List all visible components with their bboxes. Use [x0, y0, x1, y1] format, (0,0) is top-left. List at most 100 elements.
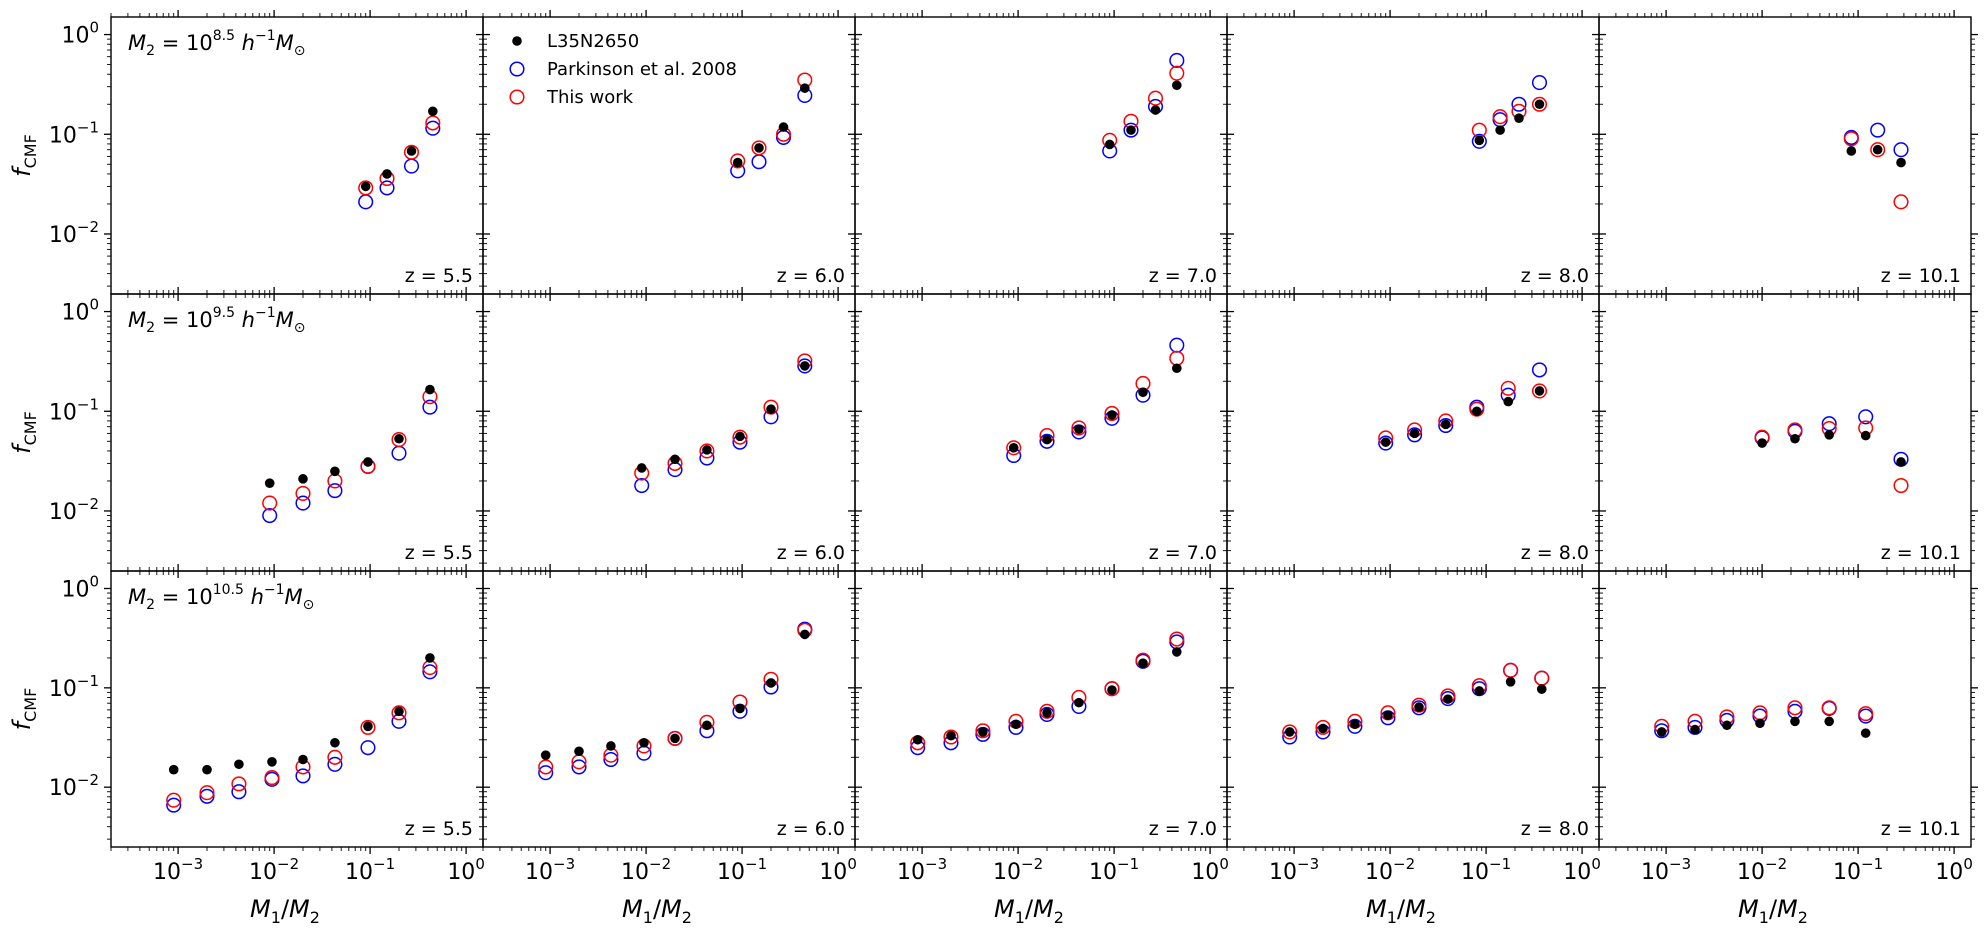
parkinson-point — [1531, 75, 1548, 91]
l35n2650-point — [363, 721, 373, 732]
x-tick-label: 10−3 — [1269, 855, 1319, 885]
l35n2650-point — [912, 734, 923, 745]
thiswork-point — [1411, 697, 1427, 713]
redshift-label: z = 5.5 — [405, 265, 473, 287]
parkinson-point — [295, 768, 311, 784]
legend-label: This work — [546, 87, 634, 108]
parkinson-point — [391, 713, 407, 729]
parkinson-point — [1870, 122, 1886, 138]
l35n2650-point — [1172, 363, 1182, 374]
thiswork-point — [1147, 90, 1164, 106]
x-tick-label: 10−1 — [717, 855, 767, 885]
l35n2650-point — [382, 169, 392, 179]
thiswork-point — [1752, 705, 1768, 721]
l35n2650-point — [330, 737, 340, 748]
x-tick-label: 10−2 — [1365, 855, 1415, 885]
thiswork-point — [1534, 670, 1550, 686]
x-tick-label: 10−2 — [249, 855, 299, 885]
parkinson-point — [751, 154, 767, 170]
redshift-label: z = 8.0 — [1521, 542, 1589, 564]
l35n2650-point — [394, 706, 404, 717]
redshift-label: z = 10.1 — [1881, 818, 1961, 840]
x-tick-label: 10−2 — [621, 855, 671, 885]
l35n2650-point — [298, 474, 308, 484]
l35n2650-point — [1824, 430, 1834, 440]
parkinson-point — [571, 759, 587, 775]
x-tick-label: 10−3 — [525, 855, 575, 885]
l35n2650-point — [168, 764, 179, 775]
l35n2650-point — [1126, 125, 1136, 135]
legend-marker-1 — [509, 61, 525, 77]
l35n2650-point — [735, 431, 745, 442]
panel-r2-c2: z = 6.0 — [476, 287, 862, 578]
parkinson-point — [391, 445, 407, 461]
l35n2650-point — [732, 157, 743, 168]
parkinson-point — [634, 477, 650, 494]
l35n2650-point — [234, 759, 244, 770]
l35n2650-point — [1690, 724, 1700, 735]
panel-frame — [1598, 570, 1972, 848]
thiswork-point — [1500, 380, 1516, 396]
panel-r3-c2: 10−3 10−2 10−1 100 M1/M2 z = 6.0 — [476, 564, 862, 927]
panel-r1-c4: z = 8.0 — [1220, 10, 1606, 301]
redshift-label: z = 8.0 — [1521, 265, 1589, 287]
parkinson-point — [1378, 435, 1394, 451]
l35n2650-point — [1284, 727, 1295, 737]
panel-frame — [1226, 16, 1600, 295]
l35n2650-point — [978, 727, 988, 737]
thiswork-point — [327, 749, 343, 765]
panel-frame — [1598, 293, 1972, 572]
l35n2650-point — [1042, 708, 1052, 718]
l35n2650-point — [946, 730, 956, 741]
l35n2650-point — [1172, 647, 1182, 657]
thiswork-point — [360, 719, 376, 735]
l35n2650-point — [1755, 718, 1765, 729]
legend-marker-2 — [509, 89, 525, 105]
parkinson-point — [231, 784, 247, 800]
l35n2650-point — [1107, 410, 1117, 420]
parkinson-point — [1787, 703, 1803, 719]
l35n2650-point — [670, 733, 680, 744]
parkinson-point — [1123, 122, 1139, 138]
l35n2650-point — [574, 746, 584, 757]
panel-r1-c2: z = 6.0 — [476, 10, 862, 301]
thiswork-point — [975, 723, 991, 739]
l35n2650-point — [406, 146, 417, 156]
parkinson-point — [1169, 337, 1185, 353]
l35n2650-point — [425, 653, 435, 663]
parkinson-point — [327, 756, 343, 772]
y-tick-label: 10−1 — [49, 395, 99, 425]
thiswork-point — [1858, 706, 1874, 722]
parkinson-point — [425, 120, 441, 136]
l35n2650-point — [1495, 125, 1505, 135]
l35n2650-point — [267, 757, 277, 767]
l35n2650-point — [202, 764, 212, 775]
parkinson-point — [1492, 112, 1508, 128]
l35n2650-point — [1896, 457, 1906, 467]
x-tick-label: 10−1 — [1089, 855, 1139, 885]
thiswork-point — [751, 140, 767, 156]
l35n2650-point — [1534, 99, 1545, 110]
l35n2650-point — [1042, 434, 1052, 445]
panel-frame — [854, 16, 1228, 295]
l35n2650-point — [264, 478, 275, 488]
thiswork-point — [1870, 142, 1886, 158]
l35n2650-point — [1503, 396, 1514, 407]
redshift-label: z = 7.0 — [1149, 542, 1217, 564]
redshift-label: z = 10.1 — [1881, 265, 1961, 287]
y-tick-label: 10−1 — [49, 118, 99, 148]
redshift-label: z = 6.0 — [777, 265, 845, 287]
l35n2650-point — [1380, 437, 1391, 447]
panel-r3-c1: 10−2 10−1 100 fCMF M2 = 1010.5 h−1M⊙ 10−3 10−2… — [8, 564, 490, 927]
y-axis-label: fCMF — [8, 411, 40, 454]
l35n2650-point — [702, 445, 712, 455]
l35n2650-point — [702, 720, 712, 731]
thiswork-point — [1893, 477, 1909, 494]
y-axis-label: fCMF — [8, 688, 40, 731]
thiswork-point — [1071, 420, 1087, 436]
thiswork-point — [391, 705, 407, 721]
x-axis-label: M1/M2 — [1738, 895, 1808, 927]
x-tick-label: 100 — [819, 855, 857, 885]
l35n2650-point — [428, 106, 438, 117]
